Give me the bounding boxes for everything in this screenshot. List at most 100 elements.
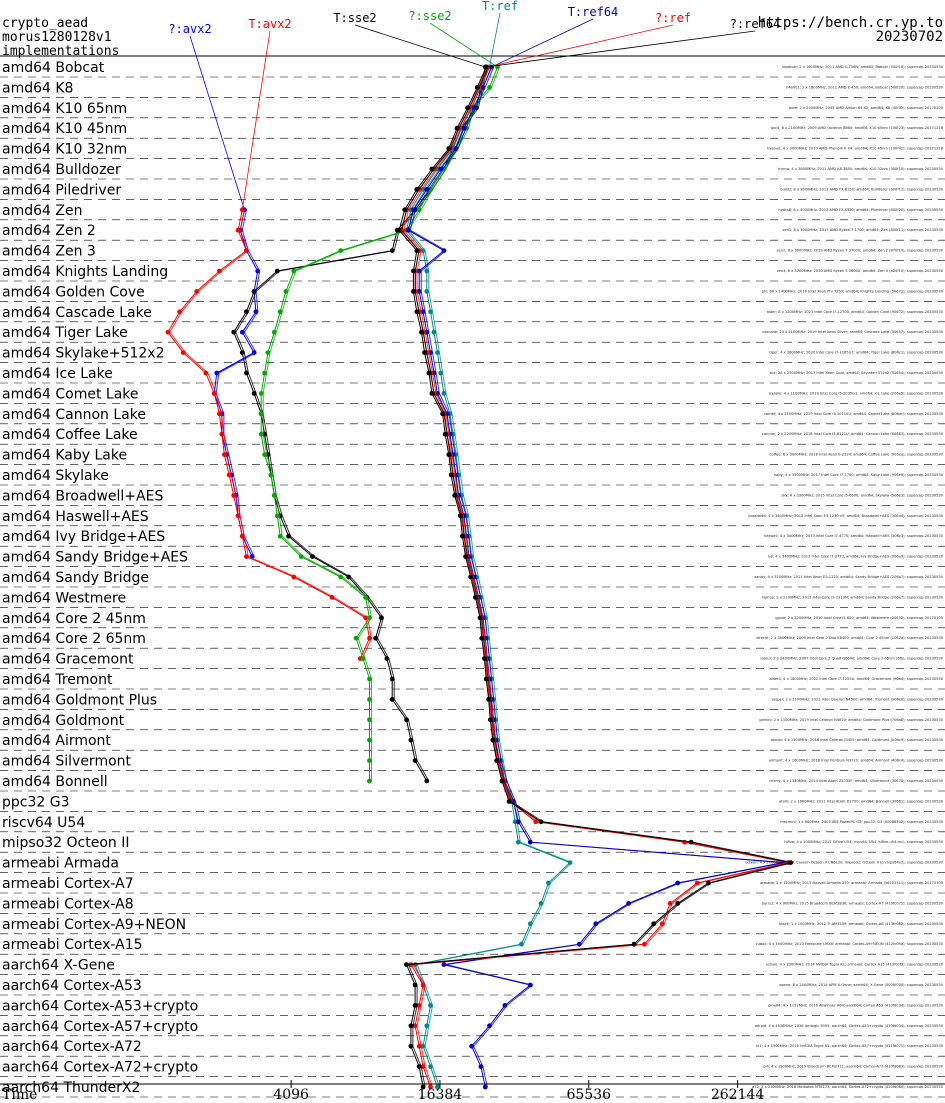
data-point: [222, 452, 227, 457]
machine-note: tx1; 4 x 1900MHz; 2015 NVIDIA Tegra X1; …: [756, 1044, 944, 1048]
data-point: [424, 268, 430, 274]
data-point: [411, 289, 416, 294]
data-point: [258, 431, 264, 437]
cpu-row-label: amd64 Sandy Bridge: [2, 570, 149, 586]
cpu-row-label: armeabi Cortex-A9+NEON: [2, 917, 186, 933]
data-point: [474, 85, 480, 90]
machine-note: broadwell; 4 x 3400MHz; 2015 Intel Xeon …: [748, 514, 943, 518]
label-leader: [489, 12, 501, 68]
cpu-row-label: amd64 Kaby Lake: [2, 448, 127, 464]
data-point: [412, 758, 418, 763]
cpu-row-label: amd64 Cascade Lake: [2, 305, 152, 321]
cpu-row-label: riscv64 U54: [2, 815, 85, 831]
data-point: [788, 860, 794, 865]
data-point: [373, 635, 378, 641]
data-point: [477, 615, 483, 621]
label-leader: [486, 30, 756, 68]
data-point: [265, 350, 271, 355]
machine-note: airmont; 4 x 1600MHz; 2016 Intel Pentium…: [769, 759, 944, 763]
data-point: [631, 941, 637, 947]
machine-note: hyena; 4 x 2600MHz; 2011 AMD A8-3850; am…: [778, 167, 944, 171]
machine-note: hifive; 4 x 1000MHz; 2017 SiFive U54; ri…: [784, 840, 943, 844]
data-point: [688, 839, 694, 845]
data-point: [694, 880, 700, 886]
implementation-label: T:ref64: [568, 5, 619, 19]
data-point: [438, 370, 444, 376]
data-point: [446, 146, 452, 152]
label-leader: [354, 24, 486, 68]
data-point: [416, 289, 422, 294]
machine-note: hydra8; 8 x 4000MHz; 2012 AMD FX-8350; a…: [778, 208, 943, 212]
machine-note: phi; 68 x 1400MHz; 2016 Intel Xeon Phi 7…: [762, 289, 944, 293]
data-point: [298, 554, 304, 559]
data-point: [231, 493, 237, 498]
data-point: [414, 187, 420, 192]
data-point: [251, 289, 257, 294]
data-point: [239, 207, 245, 213]
data-point: [446, 452, 452, 457]
data-point: [420, 248, 426, 254]
machine-note: h4a001; 2 x 1800MHz; 2011 AMD E-450; amd…: [786, 85, 944, 89]
data-point: [262, 452, 267, 457]
data-point: [480, 85, 486, 90]
data-point: [546, 880, 551, 886]
data-point: [435, 166, 440, 172]
data-point: [367, 758, 372, 763]
algorithm-label: morus1280128v1: [2, 30, 112, 45]
cpu-row-label: amd64 Knights Landing: [2, 264, 168, 280]
data-point: [402, 207, 408, 213]
data-point: [408, 737, 414, 743]
cpu-row-label: amd64 K8: [2, 80, 73, 96]
data-point: [478, 1064, 484, 1069]
series-line-shadow: [215, 209, 261, 557]
implementation-label: ?:avx2: [168, 22, 211, 36]
data-point: [262, 370, 267, 376]
machine-note: hiphop; 2 x 2100MHz; 2011 Intel Core i3-…: [762, 595, 944, 599]
data-point: [440, 411, 445, 417]
data-point: [203, 370, 209, 376]
cpu-row-label: amd64 Skylake+512x2: [2, 346, 164, 362]
data-point: [460, 533, 465, 539]
data-point: [420, 982, 426, 988]
machine-note: zen1; 8 x 3000MHz; 2017 AMD Ryzen 7 1700…: [783, 228, 944, 232]
cpu-row-label: amd64 Airmont: [2, 733, 111, 749]
data-point: [487, 85, 492, 90]
data-point: [226, 472, 232, 478]
data-point: [177, 309, 183, 315]
machine-note: sky; 4 x 3300MHz; 2015 Intel Core i5-660…: [782, 493, 944, 497]
data-point: [533, 819, 539, 825]
data-point: [487, 717, 493, 723]
data-point: [411, 207, 416, 213]
data-point: [593, 921, 599, 927]
machine-note: alder4; 4 x 1800MHz; 2022 Intel Core i7-…: [769, 677, 943, 681]
data-point: [538, 901, 544, 906]
cpu-row-label: amd64 Comet Lake: [2, 386, 139, 402]
data-point: [527, 921, 533, 927]
cpu-row-label: aarch64 Cortex-A72: [2, 1039, 142, 1055]
data-point: [473, 595, 478, 600]
machine-note: apollo; 4 x 1500MHz; 2016 Intel Celeron …: [771, 738, 944, 742]
cpu-row-label: amd64 Goldmont: [2, 713, 125, 729]
data-point: [235, 513, 241, 519]
data-point: [180, 350, 186, 355]
cpu-row-label: amd64 Westmere: [2, 590, 126, 606]
data-point: [435, 1084, 440, 1090]
data-point: [353, 635, 359, 641]
data-point: [527, 839, 533, 845]
cpu-row-label: amd64 Sandy Bridge+AES: [2, 550, 188, 566]
x-tick-label: 262144: [711, 1087, 765, 1103]
machine-note: pi4; 4 x 1500MHz; 2019 Broadcom BCM2711;…: [763, 1065, 943, 1069]
cpu-row-label: armeabi Armada: [2, 856, 119, 872]
implementation-label: ?:ref: [655, 11, 691, 25]
data-point: [291, 268, 297, 274]
machine-note: black; 1 x 1000MHz; 2012 TI AM3359; arme…: [779, 922, 944, 926]
data-point: [217, 268, 222, 274]
data-point: [675, 880, 681, 886]
x-axis: Time 4096 16384 65536 262144: [0, 1080, 945, 1103]
cpu-row-label: armeabi Cortex-A15: [2, 937, 143, 953]
data-point: [426, 370, 432, 376]
machine-note: gcc4; 6 x 2100MHz; 2009 AMD Opteron 8864…: [771, 126, 944, 130]
cpu-row-label: amd64 Broadwell+AES: [2, 488, 163, 504]
cpu-row-label: amd64 Golden Cove: [2, 284, 145, 300]
